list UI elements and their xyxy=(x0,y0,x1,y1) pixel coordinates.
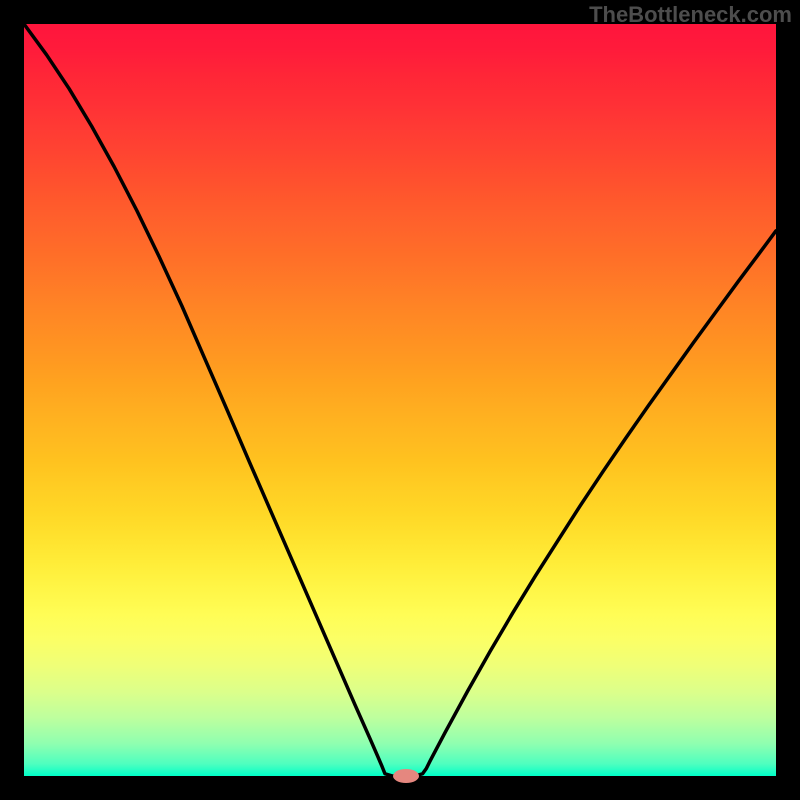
gradient-background xyxy=(24,24,776,776)
optimal-marker xyxy=(393,769,419,783)
watermark-text: TheBottleneck.com xyxy=(589,2,792,28)
bottleneck-chart xyxy=(0,0,800,800)
chart-canvas: TheBottleneck.com xyxy=(0,0,800,800)
